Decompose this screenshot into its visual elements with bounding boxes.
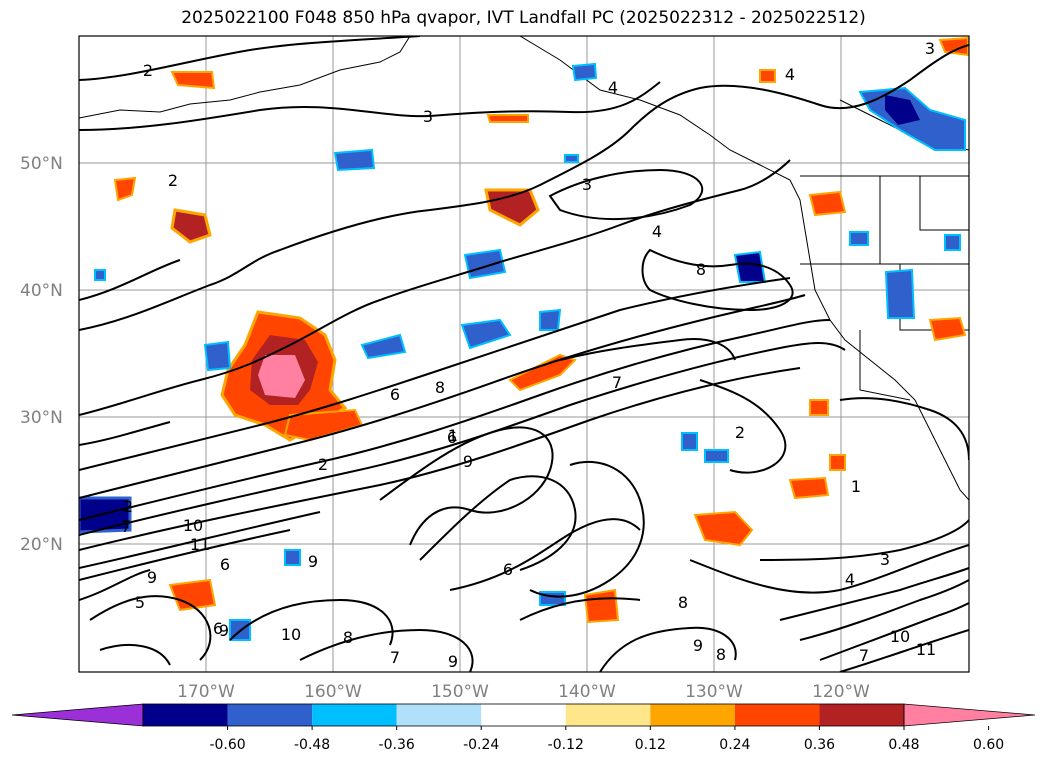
contour-label: 8 (716, 645, 726, 664)
contour-label: 9 (463, 452, 473, 471)
contour-label: 7 (612, 373, 622, 392)
contour-label: 9 (308, 552, 318, 571)
colorbar-segment (819, 704, 904, 726)
lon-label-130w: 130°W (685, 682, 743, 702)
colorbar-tick-label: 0.24 (719, 737, 750, 753)
lat-label-20n: 20°N (20, 535, 63, 555)
contour-label: 2 (168, 171, 178, 190)
colorbar-tick-label: -0.60 (209, 737, 245, 753)
lat-label-50n: 50°N (20, 154, 63, 174)
qvapor-anomaly-fills (79, 36, 969, 641)
contour-label: 10 (183, 516, 203, 535)
lon-label-140w: 140°W (558, 682, 616, 702)
contour-label: 5 (135, 593, 145, 612)
contour-label: 2 (318, 455, 328, 474)
colorbar-tick-label: 0.60 (973, 737, 1004, 753)
colorbar-extend-low (11, 703, 144, 727)
lat-label-40n: 40°N (20, 281, 63, 301)
colorbar-tick-label: 0.48 (888, 737, 919, 753)
lon-label-120w: 120°W (812, 682, 870, 702)
contour-label: 1 (851, 477, 861, 496)
contour-label: 8 (343, 628, 353, 647)
contour-label: 9 (219, 621, 229, 640)
contour-label: 2 (143, 61, 153, 80)
contour-label: 2 (123, 497, 133, 516)
colorbar-tick-label: -0.12 (548, 737, 584, 753)
contour-label: 3 (925, 39, 935, 58)
contour-label: 8 (678, 593, 688, 612)
contour-label: 3 (880, 550, 890, 569)
lon-label-160w: 160°W (304, 682, 362, 702)
contour-label: 4 (608, 78, 618, 97)
contour-label: 9 (693, 636, 703, 655)
colorbar-tick-label: -0.36 (379, 737, 415, 753)
contour-label: 6 (220, 555, 230, 574)
colorbar (11, 703, 1036, 727)
colorbar-segment (734, 704, 820, 726)
lon-label-150w: 150°W (431, 682, 489, 702)
contour-label: 3 (423, 107, 433, 126)
contour-label: 8 (435, 378, 445, 397)
contour-label: 10 (281, 625, 301, 644)
contour-label: 7 (859, 646, 869, 665)
colorbar-segment (565, 704, 651, 726)
lat-label-30n: 30°N (20, 408, 63, 428)
latitude-labels: 50°N 40°N 30°N 20°N (20, 154, 63, 555)
contour-label: 10 (890, 627, 910, 646)
lon-label-170w: 170°W (177, 682, 235, 702)
longitude-labels: 170°W 160°W 150°W 140°W 130°W 120°W (177, 682, 870, 702)
contour-label: 11 (190, 535, 210, 554)
map-border (78, 35, 970, 673)
contour-label: 6 (503, 560, 513, 579)
colorbar-segment (481, 704, 566, 726)
colorbar-extend-high (903, 703, 1036, 727)
contour-label: 6 (447, 428, 457, 447)
colorbar-ticks: -0.60 -0.48 -0.36 -0.24 -0.12 0.12 0.24 0.36 0.4… (209, 726, 1004, 753)
contour-label: 7 (390, 648, 400, 667)
contour-label: 2 (735, 423, 745, 442)
contour-label: 8 (696, 260, 706, 279)
colorbar-tick-label: -0.24 (463, 737, 499, 753)
map-title: 2025022100 F048 850 hPa qvapor, IVT Land… (181, 8, 866, 28)
contour-label: 9 (147, 568, 157, 587)
contour-label: 11 (916, 640, 936, 659)
colorbar-segment (312, 704, 397, 726)
colorbar-segment (143, 704, 228, 726)
ivt-contours (79, 36, 969, 672)
contour-label: 4 (652, 222, 662, 241)
contour-label: 4 (845, 570, 855, 589)
contour-label: 4 (785, 65, 795, 84)
colorbar-segment (227, 704, 313, 726)
contour-label: 6 (390, 385, 400, 404)
colorbar-tick-label: -0.48 (294, 737, 330, 753)
colorbar-tick-label: 0.12 (635, 737, 666, 753)
colorbar-segment (396, 704, 482, 726)
colorbar-segment (650, 704, 735, 726)
contour-label: 9 (448, 652, 458, 671)
contour-label: 3 (582, 175, 592, 194)
colorbar-tick-label: 0.36 (804, 737, 835, 753)
contour-label: 1 (448, 426, 458, 445)
colorbar-outline (142, 703, 905, 727)
contour-label: 7 (121, 517, 131, 536)
contour-label: 6 (213, 619, 223, 638)
